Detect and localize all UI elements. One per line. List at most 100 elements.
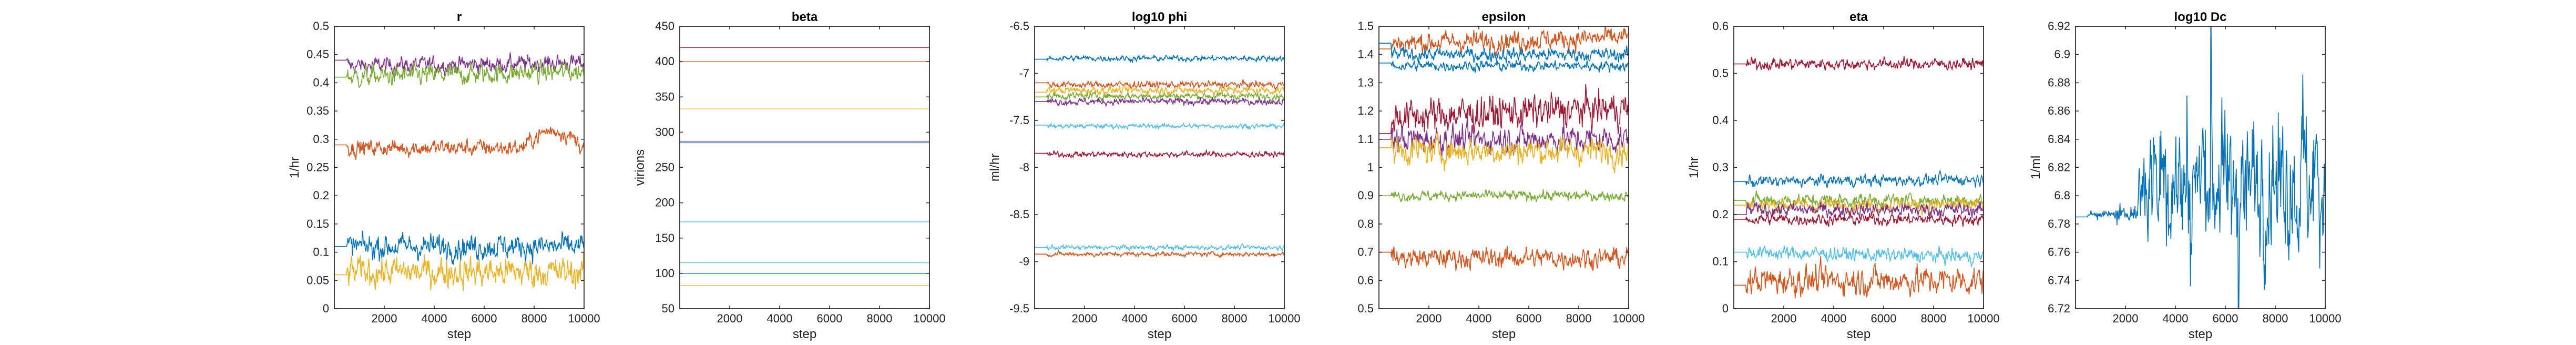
chart-title: log10 phi [1132,10,1187,24]
x-tick-label: 10000 [1612,312,1644,325]
y-tick-label: 0 [323,302,329,315]
y-tick-label: 200 [655,196,674,209]
x-tick-label: 10000 [913,312,945,325]
y-axis-label: 1/ml [2029,156,2043,179]
y-tick-label: 6.78 [2048,217,2070,230]
chart-panel-1: 2000 4000 6000 8000 10000 0 0.05 0.1 0.15 0.2 0.25… [288,10,600,341]
x-tick-label: 4000 [422,312,447,325]
x-tick-label: 8000 [1566,312,1592,325]
x-tick-label: 6000 [1871,312,1897,325]
plot-area [2075,26,2326,309]
x-tick-label: 2000 [372,312,397,325]
x-tick-label: 8000 [867,312,893,325]
chart-title: eta [1849,10,1868,24]
x-tick-label: 4000 [1466,312,1492,325]
y-tick-label: 0.6 [1357,273,1374,287]
series-line-2 [334,58,584,88]
x-tick-label: 2000 [1416,312,1442,325]
y-tick-label: 0.2 [313,189,329,202]
y-tick-label: 0.6 [1712,19,1729,33]
x-tick-label: 6000 [1172,312,1198,325]
series-line-6 [1035,122,1284,130]
y-tick-label: -6.5 [1009,19,1029,33]
chart-title: log10 Dc [2174,10,2226,24]
series-line-5 [1379,115,1629,157]
series-line-8 [1035,243,1284,252]
y-tick-label: 6.82 [2048,161,2070,174]
x-tick-label: 2000 [1072,312,1098,325]
x-axis-label: step [1148,327,1171,341]
series-line-5 [1734,200,1984,219]
x-tick-label: 10000 [2309,312,2341,325]
x-tick-label: 4000 [2163,312,2189,325]
x-tick-label: 10000 [1268,312,1300,325]
y-tick-label: 400 [655,55,674,68]
y-tick-label: 0.2 [1712,208,1729,221]
series-line-9 [1035,249,1284,259]
series-line-5 [334,252,584,291]
y-tick-label: 1.1 [1357,133,1374,146]
y-tick-label: 350 [655,90,674,103]
y-axis-label: 1/hr [288,157,302,178]
series-line-3 [334,127,584,160]
series-line-1 [1035,54,1284,64]
y-tick-label: -9.5 [1009,302,1029,315]
series-line-2 [1035,79,1284,92]
series-line-7 [1035,149,1284,159]
y-tick-label: 6.8 [2054,189,2070,202]
x-tick-label: 10000 [568,312,600,325]
x-tick-label: 10000 [1967,312,1999,325]
y-tick-label: 250 [655,161,674,174]
x-tick-label: 8000 [1921,312,1947,325]
series-line-4 [1379,84,1629,134]
y-tick-label: 0.5 [1712,67,1729,80]
y-tick-label: 0.1 [1712,255,1729,268]
y-tick-label: -7 [1019,67,1029,80]
y-tick-label: 1.3 [1357,76,1374,89]
y-tick-label: 0.3 [1712,161,1729,174]
series-line-8 [1734,256,1984,299]
y-tick-label: 6.9 [2054,48,2070,61]
series-line-7 [1379,189,1629,202]
y-tick-label: 1.5 [1357,19,1374,33]
x-axis-label: step [1492,327,1516,341]
y-tick-label: 0.8 [1357,217,1374,230]
chart-panel-3: 2000 4000 6000 8000 10000 -9.5 -9 -8.5 -8 -7.5 -7 -… [988,10,1301,341]
series-line-8 [1379,246,1629,271]
y-tick-label: 1.4 [1357,48,1374,61]
x-tick-label: 6000 [472,312,497,325]
chart-title: beta [792,10,818,24]
x-axis-label: step [2189,327,2212,341]
chart-title: r [457,10,462,24]
x-tick-label: 4000 [1821,312,1847,325]
y-tick-label: 6.86 [2048,104,2070,117]
y-tick-label: 450 [655,19,674,33]
y-tick-label: 0.5 [1357,302,1374,315]
y-axis-label: virions [633,149,647,186]
y-tick-label: -8 [1019,161,1029,174]
series-line-1 [1734,55,1984,71]
series-line-7 [1734,246,1984,267]
x-axis-label: step [793,327,816,341]
x-tick-label: 4000 [767,312,793,325]
y-tick-label: 0.05 [306,273,329,287]
y-tick-label: 0.45 [306,48,329,61]
y-tick-label: 0.15 [306,217,329,230]
chart-panel-4: 2000 4000 6000 8000 10000 0.5 0.6 0.7 0.8 0.9 1 1.1… [1357,10,1644,341]
y-tick-label: 0.4 [313,76,329,89]
y-tick-label: 1 [1367,161,1374,174]
y-tick-label: 1.2 [1357,104,1374,117]
y-tick-label: 150 [655,231,674,245]
y-tick-label: 0.3 [313,133,329,146]
x-tick-label: 8000 [1222,312,1248,325]
plot-area [1034,26,1285,309]
series-line-2 [1379,43,1629,64]
x-axis-label: step [1847,327,1870,341]
chart-panel-6: 2000 4000 6000 8000 10000 6.72 6.74 6.76 6.78 6.8… [2029,10,2342,341]
y-tick-label: 6.74 [2048,273,2070,287]
plot-area [679,26,930,309]
x-tick-label: 2000 [1771,312,1797,325]
series-line-6 [1379,131,1629,174]
y-tick-label: -7.5 [1009,114,1029,127]
